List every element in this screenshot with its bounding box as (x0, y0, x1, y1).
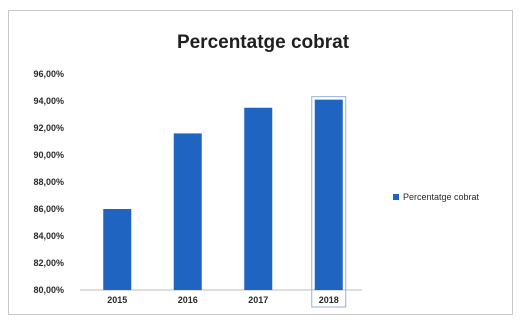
legend-label: Percentatge cobrat (403, 192, 480, 202)
bars (103, 96, 347, 308)
x-tick-label: 2016 (178, 295, 198, 305)
legend: Percentatge cobrat (393, 192, 480, 202)
x-tick-label: 2015 (107, 295, 127, 305)
y-tick-label: 82,00% (33, 258, 64, 268)
y-tick-label: 94,00% (33, 96, 64, 106)
legend-swatch (393, 194, 399, 200)
y-axis: 80,00% 82,00% 84,00% 86,00% 88,00% 90,00% 92,0… (33, 69, 362, 295)
bar-2018[interactable] (314, 99, 343, 291)
y-tick-label: 80,00% (33, 285, 64, 295)
bar-2016[interactable] (173, 133, 202, 290)
y-tick-label: 88,00% (33, 177, 64, 187)
y-tick-label: 90,00% (33, 150, 64, 160)
x-tick-label: 2018 (319, 295, 339, 305)
y-tick-label: 84,00% (33, 231, 64, 241)
selected-bar-outline (311, 96, 347, 308)
y-tick-label: 96,00% (33, 69, 64, 79)
chart-title: Percentatge cobrat (177, 32, 350, 53)
x-tick-label: 2017 (248, 295, 268, 305)
y-tick-label: 86,00% (33, 204, 64, 214)
bar-2015[interactable] (103, 209, 132, 290)
x-axis: 2015 2016 2017 2018 (107, 295, 339, 305)
bar-2017[interactable] (244, 107, 273, 290)
y-tick-label: 92,00% (33, 123, 64, 133)
